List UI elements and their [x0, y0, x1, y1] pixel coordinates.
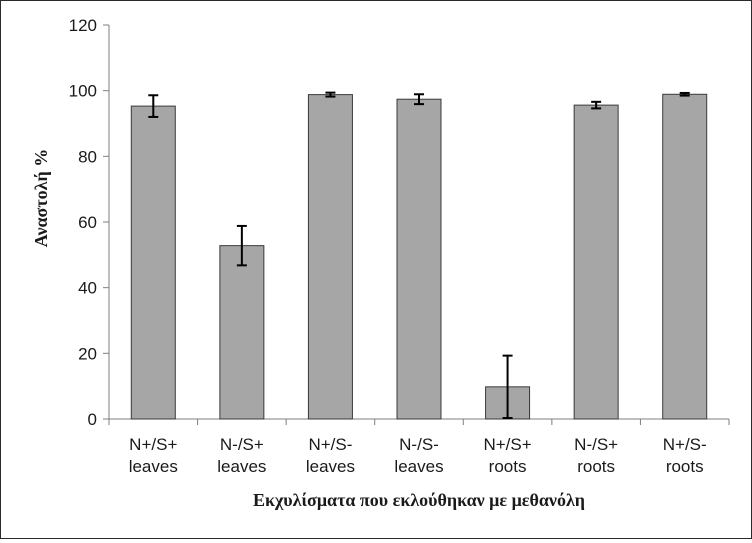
x-category-label: N-/S+ — [220, 435, 264, 454]
x-category-label: N-/S- — [399, 435, 439, 454]
x-category-label: leaves — [306, 457, 355, 476]
y-tick-label: 120 — [69, 16, 97, 35]
x-category-label: leaves — [394, 457, 443, 476]
y-tick-label: 80 — [78, 147, 97, 166]
x-category-label: leaves — [217, 457, 266, 476]
x-category-label: leaves — [129, 457, 178, 476]
x-category-label: N-/S+ — [574, 435, 618, 454]
bar — [662, 93, 708, 420]
x-category-label: N+/S+ — [483, 435, 531, 454]
y-tick-label: 100 — [69, 82, 97, 101]
bar — [307, 94, 353, 420]
y-tick-label: 20 — [78, 344, 97, 363]
y-tick-label: 0 — [88, 410, 97, 429]
bar — [573, 104, 619, 420]
y-tick-label: 60 — [78, 213, 97, 232]
x-category-label: roots — [489, 457, 527, 476]
x-category-label: roots — [666, 457, 704, 476]
x-category-label: N+/S+ — [129, 435, 177, 454]
x-category-label: N+/S- — [663, 435, 707, 454]
x-category-label: roots — [577, 457, 615, 476]
y-axis-label: Αναστολή % — [31, 149, 51, 247]
bar — [219, 245, 265, 420]
y-tick-labels: 0 20 40 60 80 100 120 — [69, 16, 97, 429]
bar — [396, 98, 442, 420]
bar — [130, 105, 176, 420]
x-category-labels: N+/S+ leaves N-/S+ leaves N+/S-leaves N-/S-le… — [129, 435, 707, 476]
bars — [130, 93, 708, 420]
x-axis-label: Εκχυλίσματα που εκλούθηκαν με μεθανόλη — [253, 490, 585, 510]
y-tick-label: 40 — [78, 279, 97, 298]
x-category-label: N+/S- — [308, 435, 352, 454]
axes — [103, 24, 730, 425]
error-bars — [148, 91, 690, 420]
